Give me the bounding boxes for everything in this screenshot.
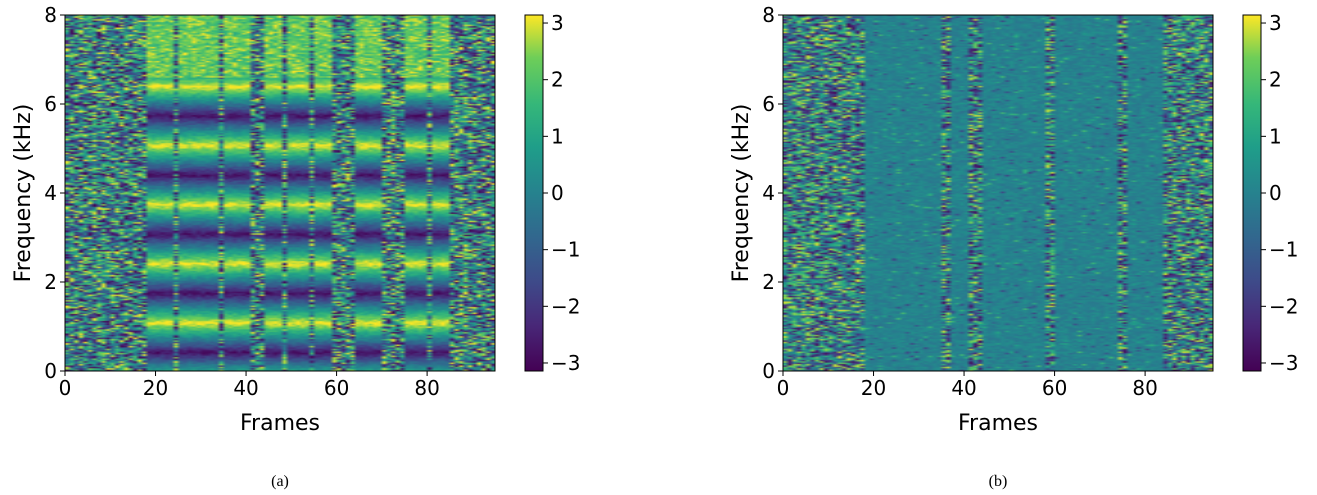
- y-axis-label-b: Frequency (kHz): [729, 104, 754, 283]
- heatmap-a: [65, 15, 495, 371]
- y-tick-label: 6: [44, 92, 57, 116]
- colorbar-tick-label: 1: [1269, 124, 1282, 148]
- colorbar-tick-label: 2: [1269, 68, 1282, 92]
- colorbar-ticks-b: 3 2 1 0 −1 −2 −3: [1261, 11, 1298, 375]
- y-tick-label: 8: [762, 3, 775, 27]
- colorbar-tick-label: 0: [551, 181, 564, 205]
- y-tick-label: 4: [44, 181, 57, 205]
- y-tick-label: 4: [762, 181, 775, 205]
- caption-a: (a): [271, 473, 289, 490]
- colorbar-tick-label: −2: [1269, 294, 1298, 318]
- x-tick-label: 60: [1042, 376, 1067, 400]
- x-tick-label: 60: [324, 376, 349, 400]
- y-tick-label: 6: [762, 92, 775, 116]
- colorbar-a: [524, 14, 544, 372]
- x-tick-label: 40: [233, 376, 258, 400]
- y-axis-label-a: Frequency (kHz): [11, 104, 36, 283]
- colorbar-tick-label: 2: [551, 68, 564, 92]
- x-tick-label: 40: [951, 376, 976, 400]
- colorbar-ticks-a: 3 2 1 0 −1 −2 −3: [543, 11, 580, 375]
- y-tick-label: 0: [44, 359, 57, 383]
- colorbar-b: [1242, 14, 1262, 372]
- x-tick-label: 80: [1132, 376, 1157, 400]
- x-tick-label: 20: [861, 376, 886, 400]
- y-ticks-a: 0 2 4 6 8: [44, 3, 65, 383]
- x-tick-label: 0: [777, 376, 790, 400]
- x-tick-label: 0: [59, 376, 72, 400]
- colorbar-tick-label: −1: [551, 238, 580, 262]
- caption-b: (b): [989, 473, 1008, 490]
- heatmap-b: [783, 15, 1213, 371]
- colorbar-tick-label: −3: [1269, 351, 1298, 375]
- colorbar-tick-label: 3: [551, 11, 564, 35]
- x-axis-label-b: Frames: [958, 411, 1038, 436]
- x-ticks-b: 0 20 40 60 80: [777, 371, 1158, 400]
- colorbar-tick-label: 3: [1269, 11, 1282, 35]
- colorbar-tick-label: 0: [1269, 181, 1282, 205]
- y-tick-label: 2: [44, 270, 57, 294]
- y-ticks-b: 0 2 4 6 8: [762, 3, 783, 383]
- y-tick-label: 2: [762, 270, 775, 294]
- colorbar-tick-label: −2: [551, 294, 580, 318]
- colorbar-tick-label: −3: [551, 351, 580, 375]
- x-tick-label: 20: [143, 376, 168, 400]
- x-tick-label: 80: [414, 376, 439, 400]
- y-tick-label: 8: [44, 3, 57, 27]
- colorbar-tick-label: 1: [551, 124, 564, 148]
- x-ticks-a: 0 20 40 60 80: [59, 371, 440, 400]
- y-tick-label: 0: [762, 359, 775, 383]
- colorbar-tick-label: −1: [1269, 238, 1298, 262]
- x-axis-label-a: Frames: [240, 411, 320, 436]
